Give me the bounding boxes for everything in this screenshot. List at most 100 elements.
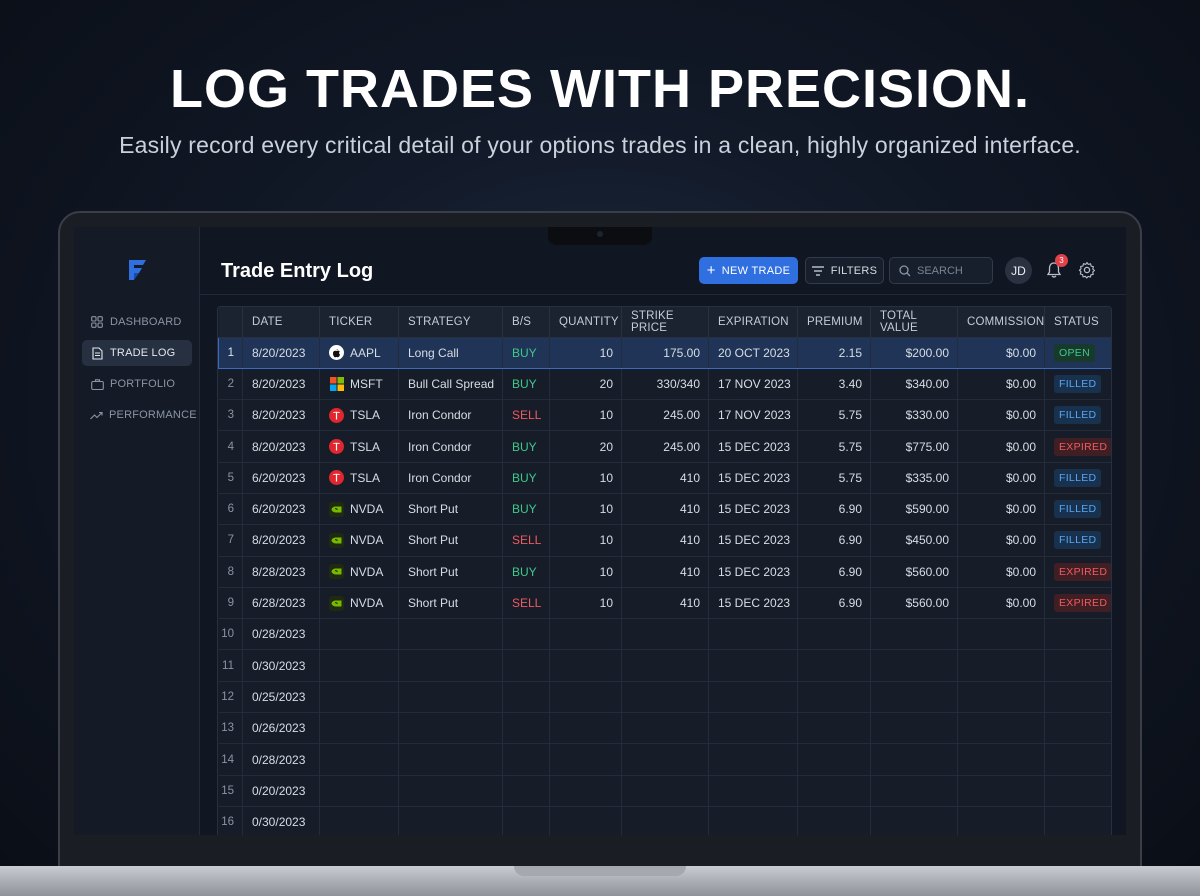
table-row[interactable]: 14 0/28/2023	[218, 743, 1111, 776]
empty-cell[interactable]	[502, 712, 550, 745]
empty-cell[interactable]	[398, 712, 503, 745]
empty-cell[interactable]	[319, 649, 399, 682]
column-header[interactable]: STRIKE PRICE	[621, 307, 709, 338]
empty-cell[interactable]	[621, 681, 709, 714]
empty-cell[interactable]	[502, 775, 550, 807]
table-row[interactable]: 12 0/25/2023	[218, 681, 1111, 714]
filters-button[interactable]: FILTERS	[805, 257, 884, 284]
search-input[interactable]	[917, 264, 987, 277]
empty-cell[interactable]	[1044, 806, 1111, 835]
sidebar-item-performance[interactable]: PERFORMANCE	[82, 402, 197, 428]
empty-cell[interactable]	[1044, 649, 1111, 682]
empty-cell[interactable]	[708, 775, 798, 807]
empty-cell[interactable]	[870, 681, 958, 714]
sidebar-item-portfolio[interactable]: PORTFOLIO	[82, 371, 192, 397]
empty-cell[interactable]	[621, 712, 709, 745]
empty-cell[interactable]	[870, 649, 958, 682]
empty-cell[interactable]	[549, 712, 622, 745]
empty-cell[interactable]	[502, 681, 550, 714]
table-row[interactable]: 15 0/20/2023	[218, 775, 1111, 807]
empty-cell[interactable]	[708, 681, 798, 714]
empty-cell[interactable]	[549, 618, 622, 651]
column-header[interactable]: QUANTITY	[549, 307, 622, 338]
user-avatar[interactable]: JD	[1005, 257, 1032, 284]
empty-cell[interactable]	[708, 806, 798, 835]
empty-cell[interactable]	[708, 743, 798, 776]
empty-cell[interactable]	[621, 743, 709, 776]
empty-cell[interactable]	[398, 743, 503, 776]
table-row[interactable]: 10 0/28/2023	[218, 618, 1111, 651]
empty-cell[interactable]	[319, 806, 399, 835]
empty-cell[interactable]	[502, 649, 550, 682]
empty-cell[interactable]	[621, 649, 709, 682]
empty-cell[interactable]	[797, 806, 871, 835]
empty-cell[interactable]	[549, 681, 622, 714]
empty-cell[interactable]	[957, 618, 1045, 651]
empty-cell[interactable]	[319, 743, 399, 776]
empty-cell[interactable]	[502, 806, 550, 835]
empty-cell[interactable]	[319, 775, 399, 807]
column-header[interactable]	[218, 307, 243, 338]
empty-cell[interactable]	[870, 743, 958, 776]
table-row[interactable]: 2 8/20/2023 MSFT Bull Call Spread BUY 20 330/3…	[218, 368, 1111, 401]
empty-cell[interactable]	[1044, 681, 1111, 714]
empty-cell[interactable]	[797, 618, 871, 651]
empty-cell[interactable]	[870, 712, 958, 745]
empty-cell[interactable]	[398, 681, 503, 714]
brand-logo-icon[interactable]	[126, 258, 148, 282]
empty-cell[interactable]	[708, 649, 798, 682]
empty-cell[interactable]	[549, 649, 622, 682]
empty-cell[interactable]	[957, 649, 1045, 682]
column-header[interactable]: PREMIUM	[797, 307, 871, 338]
table-row[interactable]: 11 0/30/2023	[218, 649, 1111, 682]
empty-cell[interactable]	[621, 618, 709, 651]
empty-cell[interactable]	[1044, 712, 1111, 745]
table-row[interactable]: 3 8/20/2023 TSLA Iron Condor SELL 10 245.00 17 …	[218, 399, 1111, 432]
column-header[interactable]: COMMISSION	[957, 307, 1045, 338]
empty-cell[interactable]	[398, 649, 503, 682]
sidebar-item-trade-log[interactable]: TRADE LOG	[82, 340, 192, 366]
empty-cell[interactable]	[621, 806, 709, 835]
empty-cell[interactable]	[797, 712, 871, 745]
table-row[interactable]: 8 8/28/2023 NVDA Short Put BUY 10 410 15 DEC 20…	[218, 556, 1111, 588]
table-row[interactable]: 7 8/20/2023 NVDA Short Put SELL 10 410 15 DEC 2…	[218, 524, 1111, 557]
empty-cell[interactable]	[797, 681, 871, 714]
empty-cell[interactable]	[708, 618, 798, 651]
empty-cell[interactable]	[870, 775, 958, 807]
empty-cell[interactable]	[398, 618, 503, 651]
column-header[interactable]: STATUS	[1044, 307, 1111, 338]
table-row[interactable]: 6 6/20/2023 NVDA Short Put BUY 10 410 15 DEC 20…	[218, 493, 1111, 526]
table-row[interactable]: 4 8/20/2023 TSLA Iron Condor BUY 20 245.00 15 D…	[218, 430, 1111, 463]
empty-cell[interactable]	[1044, 743, 1111, 776]
column-header[interactable]: EXPIRATION	[708, 307, 798, 338]
new-trade-button[interactable]: + NEW TRADE	[699, 257, 798, 284]
sidebar-item-dashboard[interactable]: DASHBOARD	[82, 309, 192, 335]
empty-cell[interactable]	[957, 712, 1045, 745]
empty-cell[interactable]	[319, 618, 399, 651]
empty-cell[interactable]	[549, 806, 622, 835]
empty-cell[interactable]	[870, 618, 958, 651]
empty-cell[interactable]	[797, 775, 871, 807]
table-row[interactable]: 16 0/30/2023	[218, 806, 1111, 835]
column-header[interactable]: B/S	[502, 307, 550, 338]
empty-cell[interactable]	[319, 712, 399, 745]
empty-cell[interactable]	[797, 649, 871, 682]
empty-cell[interactable]	[957, 743, 1045, 776]
column-header[interactable]: DATE	[242, 307, 320, 338]
empty-cell[interactable]	[1044, 618, 1111, 651]
column-header[interactable]: STRATEGY	[398, 307, 503, 338]
empty-cell[interactable]	[1044, 775, 1111, 807]
empty-cell[interactable]	[957, 775, 1045, 807]
column-header[interactable]: TOTAL VALUE	[870, 307, 958, 338]
gear-icon[interactable]	[1078, 261, 1096, 279]
table-row[interactable]: 1 8/20/2023 AAPL Long Call BUY 10 175.00 20 OCT…	[218, 336, 1111, 369]
empty-cell[interactable]	[621, 775, 709, 807]
empty-cell[interactable]	[549, 775, 622, 807]
empty-cell[interactable]	[549, 743, 622, 776]
empty-cell[interactable]	[870, 806, 958, 835]
empty-cell[interactable]	[708, 712, 798, 745]
empty-cell[interactable]	[957, 806, 1045, 835]
empty-cell[interactable]	[502, 743, 550, 776]
empty-cell[interactable]	[797, 743, 871, 776]
search-box[interactable]	[889, 257, 993, 284]
